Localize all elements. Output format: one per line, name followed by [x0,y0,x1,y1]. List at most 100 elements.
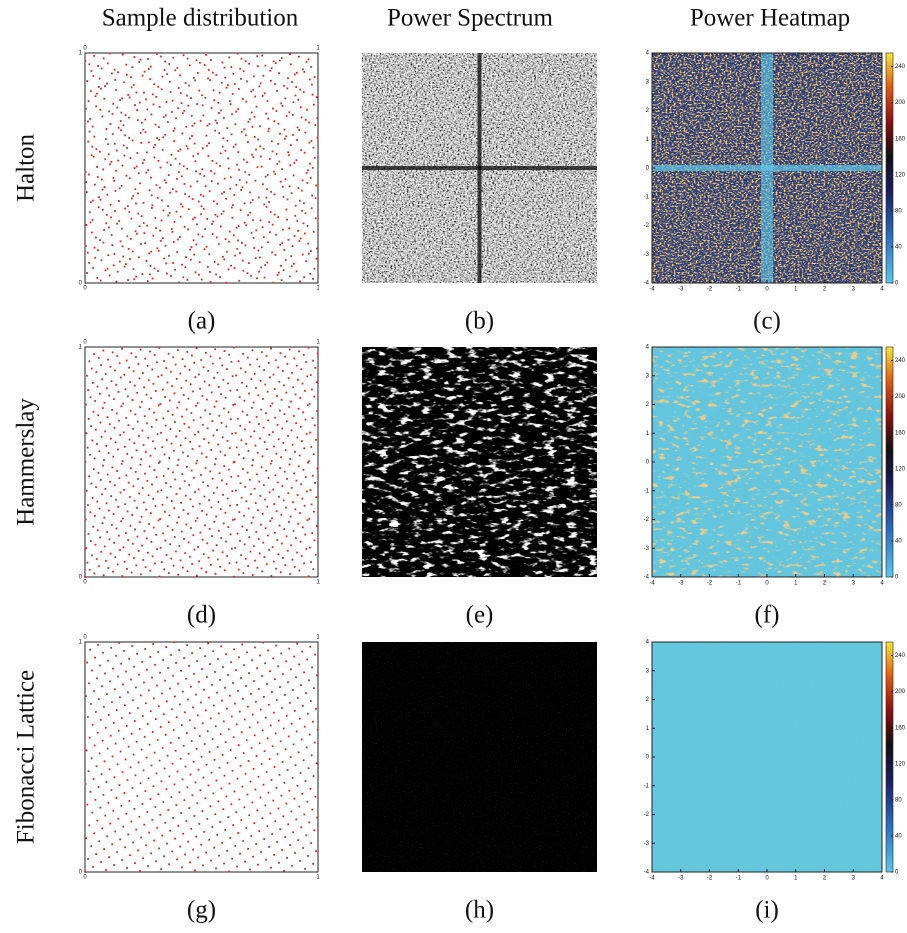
sample-point [205,245,208,248]
sample-point [240,57,243,60]
sample-point [126,235,129,238]
sample-point [220,787,223,790]
sample-point [182,509,185,511]
x-tick-label: 0 [765,581,769,587]
sample-point [188,137,191,140]
sample-point [167,666,169,669]
sample-point [182,54,185,57]
sample-point [230,206,233,209]
sample-point [105,138,107,141]
sample-point [122,124,125,127]
column-header: Sample distribution [102,5,299,32]
sample-point [97,786,100,788]
sample-point [284,748,287,751]
sample-point [304,418,307,421]
sample-point [155,860,157,863]
sample-point [239,539,241,542]
sample-point [303,504,306,507]
sample-point [283,384,285,387]
sample-point [158,759,161,762]
sample-point [120,717,123,719]
sample-point [307,575,310,578]
sample-point [257,509,259,512]
colorbar-tick-label: 40 [895,833,902,839]
sample-point [246,272,249,275]
sample-point [103,848,106,851]
sample-point [106,82,108,85]
sample-point [167,174,170,176]
sample-point [306,490,308,493]
sample-point [205,53,207,56]
sample-point [163,360,165,362]
sample-point [160,219,163,222]
y-tick-label: 0 [646,166,650,172]
sample-point [270,347,273,350]
colorbar-tick-label: 40 [895,244,902,250]
colorbar-tick-label: 240 [895,653,906,659]
sample-point [230,66,233,68]
sample-point [160,431,162,434]
sample-point [254,95,257,98]
sample-point [262,74,265,77]
sample-point [93,690,95,693]
sample-point [99,806,102,809]
sample-point [102,464,104,467]
sample-point [162,532,164,535]
sample-point [143,823,146,826]
sample-point [232,146,235,148]
sample-point [98,392,101,395]
sample-point [225,653,228,656]
sample-point [188,719,191,722]
sample-point [195,574,198,577]
y-tick-label: -3 [644,546,650,552]
sample-point [90,845,93,848]
sample-point [213,520,216,523]
sample-point [216,215,219,218]
sample-point [266,174,269,176]
panel-caption: (c) [753,308,781,335]
sample-point [95,765,98,768]
sample-point [154,663,156,666]
sample-point [176,464,179,467]
sample-point [296,697,299,699]
sample-point [148,273,151,276]
x-tick-label: 0 [83,580,87,586]
sample-point [153,354,156,356]
heatmap-panel [651,641,883,873]
sample-point [148,743,151,746]
sample-point [222,522,225,525]
sample-point [178,171,180,174]
sample-point [202,553,205,555]
sample-point [190,114,193,117]
sample-point [206,218,209,220]
sample-point [228,230,231,233]
sample-point [229,100,231,103]
sample-point [120,227,123,230]
sample-point [162,713,165,716]
sample-point [227,268,230,271]
sample-point [109,680,111,683]
sample-point [104,158,107,161]
sample-point [280,652,283,655]
sample-point [299,88,302,91]
sample-point [96,677,98,680]
sample-point [259,437,261,440]
sample-point [267,241,269,244]
spectrum-cross [477,53,482,283]
sample-point [128,712,131,714]
heatmap-panel [651,346,883,578]
colorbar-tick-label: 240 [895,64,906,70]
sample-point [161,692,163,695]
sample-point [286,477,289,480]
sample-point [200,213,202,216]
sample-point [141,429,144,432]
sample-point [125,724,128,727]
sample-point [250,835,253,837]
sample-point [172,56,175,59]
sample-point [96,176,99,178]
sample-point [204,524,206,527]
sample-point [300,368,303,371]
sample-point [185,523,188,526]
sample-point [137,849,140,852]
sample-point [264,64,267,67]
